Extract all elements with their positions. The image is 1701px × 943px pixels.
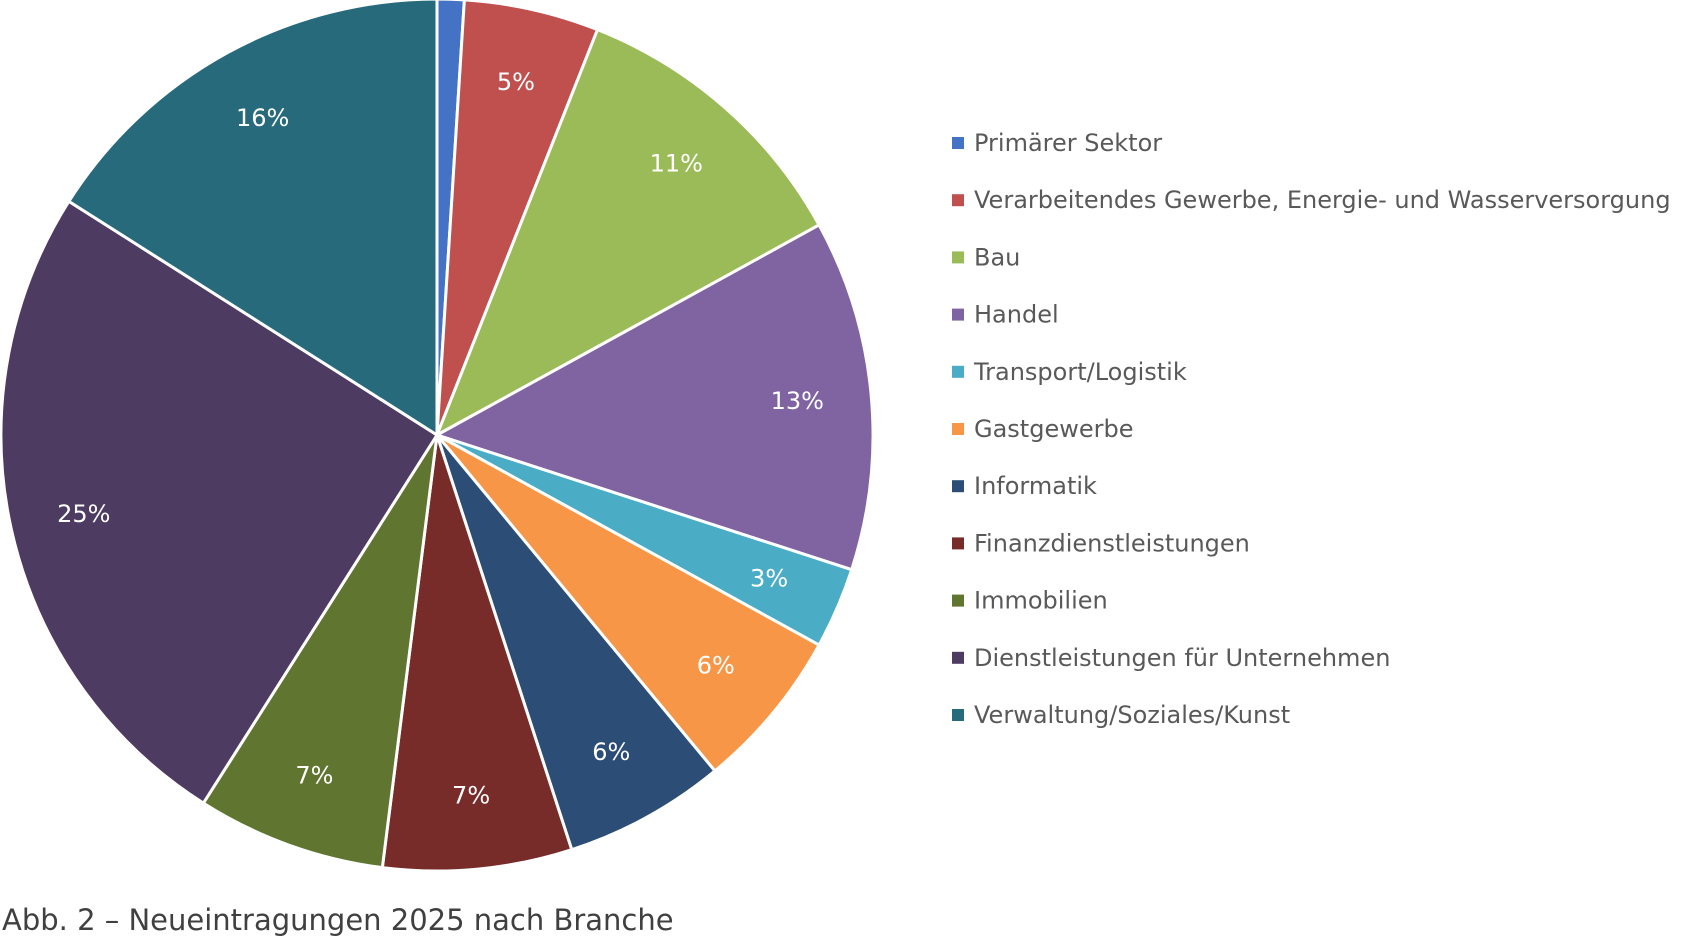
legend-label-transport-logistik: Transport/Logistik [973, 358, 1187, 386]
legend-swatch-handel [952, 308, 964, 321]
pie-slice-finanzdienstleistungen [380, 433, 574, 873]
legend-swatch-gastgewerbe [952, 423, 964, 435]
data-label-finanzdienstleistungen: 7% [452, 781, 490, 809]
legend-label-handel: Handel [974, 301, 1059, 329]
figure-caption: Abb. 2 – Neueintragungen 2025 nach Branc… [2, 903, 674, 937]
legend-swatch-finanzdienstleistungen [952, 537, 964, 550]
legend-swatch-verwaltung-soziales-kunst [952, 709, 964, 721]
legend: Primärer Sektor Verarbeitendes Gewerbe, E… [952, 129, 1671, 729]
pie-slices [0, 0, 875, 873]
legend-label-bau: Bau [974, 243, 1020, 271]
pie-slice-gastgewerbe [435, 433, 821, 773]
data-label-handel: 13% [771, 387, 824, 415]
legend-label-primaerer-sektor: Primärer Sektor [974, 129, 1162, 157]
legend-label-dienstleistungen-fuer-unternehmen: Dienstleistungen für Unternehmen [974, 644, 1390, 672]
data-label-dienstleistungen-fuer-unternehmen: 25% [57, 500, 110, 528]
legend-swatch-verarbeitendes-gewerbe-energie-und-wasserversorgung [952, 194, 964, 207]
legend-label-immobilien: Immobilien [974, 587, 1108, 615]
legend-swatch-primaerer-sektor [952, 137, 964, 149]
data-label-verarbeitendes-gewerbe-energie-und-wasserversorgung: 5% [497, 68, 535, 96]
pie-slice-verwaltung-soziales-kunst [67, 0, 439, 437]
legend-label-verwaltung-soziales-kunst: Verwaltung/Soziales/Kunst [974, 701, 1290, 729]
data-label-transport-logistik: 3% [750, 565, 788, 593]
pie-slice-informatik [435, 433, 717, 852]
legend-label-verarbeitendes-gewerbe-energie-und-wasserversorgung: Verarbeitendes Gewerbe, Energie- und Was… [974, 186, 1671, 214]
data-label-immobilien: 7% [295, 762, 333, 790]
pie-slice-dienstleistungen-fuer-unternehmen [0, 199, 439, 805]
slice-labels: 5% 11% 13% 3% 6% 6% 7% 7% 25% 16% [57, 68, 824, 809]
legend-swatch-dienstleistungen-fuer-unternehmen [952, 651, 964, 664]
legend-swatch-bau [952, 251, 964, 264]
pie-slice-bau [435, 28, 821, 437]
data-label-verwaltung-soziales-kunst: 16% [236, 104, 289, 132]
data-label-bau: 11% [650, 150, 703, 178]
legend-label-gastgewerbe: Gastgewerbe [974, 415, 1133, 443]
data-label-informatik: 6% [592, 738, 630, 766]
legend-label-informatik: Informatik [974, 472, 1097, 500]
pie-chart: 5% 11% 13% 3% 6% 6% 7% 7% 25% 16% Primärer Sektor… [0, 0, 1671, 873]
legend-swatch-transport-logistik [952, 365, 964, 378]
pie-slice-immobilien [201, 433, 439, 870]
pie-slice-handel [435, 223, 875, 572]
legend-swatch-informatik [952, 480, 964, 493]
data-label-gastgewerbe: 6% [697, 652, 735, 680]
legend-label-finanzdienstleistungen: Finanzdienstleistungen [974, 529, 1250, 557]
legend-swatch-immobilien [952, 594, 964, 607]
